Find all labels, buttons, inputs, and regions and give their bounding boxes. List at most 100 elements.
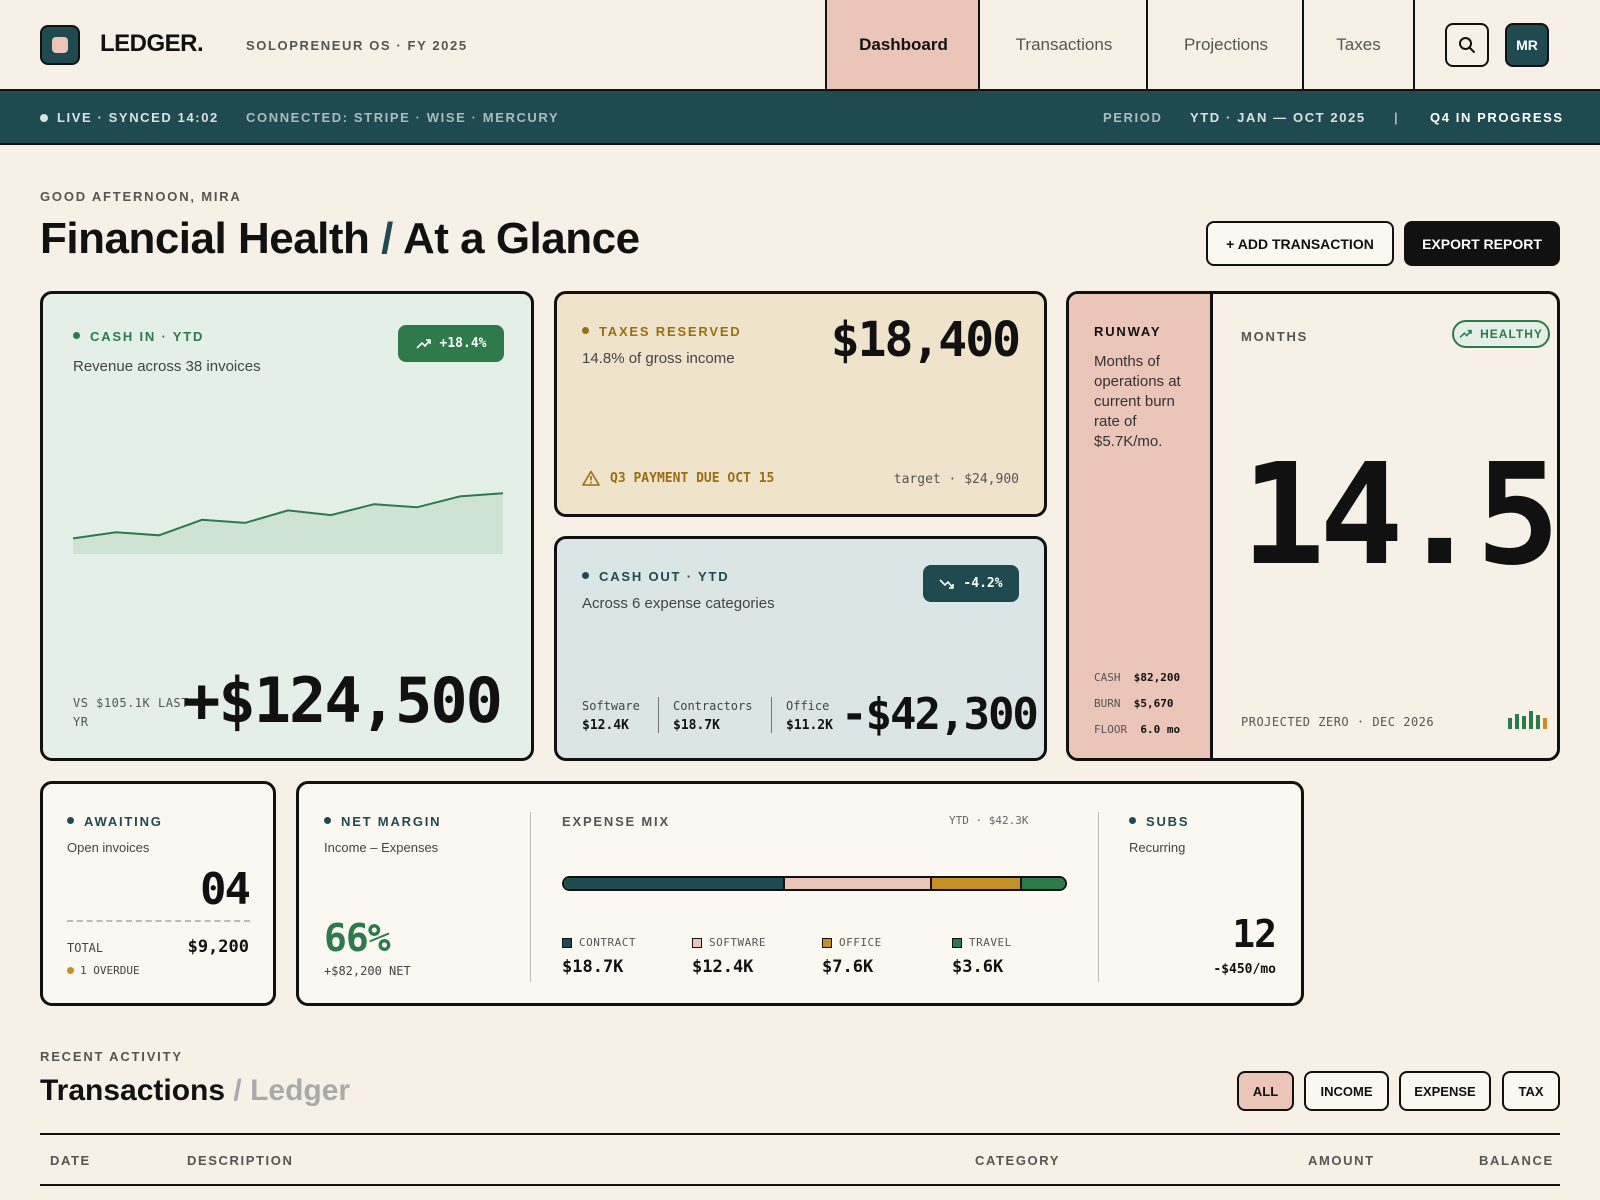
- cash-in-change-badge: +18.4%: [398, 325, 504, 362]
- activity-title-main: Transactions: [40, 1074, 226, 1107]
- period-label: PERIOD: [1103, 110, 1163, 125]
- cash-in-card: CASH IN · YTD Revenue across 38 invoices…: [40, 291, 534, 761]
- subs-count: 12: [1232, 912, 1277, 956]
- cash-out-category-contractors: Contractors $18.7K: [673, 699, 752, 733]
- cash-in-trend-line: [73, 492, 503, 540]
- net-margin-net: +$82,200 NET: [324, 964, 411, 978]
- legend-name: TRAVEL: [969, 936, 1012, 949]
- cash-out-label: CASH OUT · YTD: [582, 569, 729, 584]
- trend-up-icon: [415, 338, 431, 349]
- logo-icon: [40, 25, 80, 65]
- cash-out-change-badge: -4.2%: [923, 565, 1019, 602]
- quarter-status: Q4 IN PROGRESS: [1430, 110, 1564, 125]
- tab-transactions[interactable]: Transactions: [978, 0, 1148, 89]
- filter-tax[interactable]: TAX: [1502, 1071, 1560, 1111]
- column-header-description[interactable]: DESCRIPTION: [187, 1153, 294, 1168]
- cash-in-trend-area: [73, 493, 503, 554]
- tab-label: Taxes: [1336, 34, 1381, 54]
- awaiting-total-value: $9,200: [187, 937, 249, 957]
- runway-metric-cash: CASH $82,200: [1094, 671, 1181, 684]
- runway-card: RUNWAY Months of operations at current b…: [1066, 291, 1560, 761]
- table-top-rule: [40, 1133, 1560, 1135]
- net-margin-percent: 66%: [324, 916, 391, 960]
- runway-metric-burn: BURN $5,670: [1094, 697, 1174, 710]
- category-name: Office: [786, 699, 830, 713]
- runway-label: RUNWAY: [1094, 324, 1162, 339]
- legend-name: SOFTWARE: [709, 936, 766, 949]
- activity-title: Transactions / Ledger: [40, 1074, 350, 1108]
- brand-subtitle: SOLOPRENEUR OS · FY 2025: [246, 38, 468, 53]
- column-header-category[interactable]: CATEGORY: [975, 1153, 1061, 1168]
- cash-in-subtitle: Revenue across 38 invoices: [73, 358, 261, 375]
- recent-activity-label: RECENT ACTIVITY: [40, 1049, 183, 1064]
- runway-months-value: 14.5: [1241, 434, 1557, 597]
- tab-taxes[interactable]: Taxes: [1302, 0, 1415, 89]
- search-button[interactable]: [1445, 23, 1489, 67]
- column-header-balance[interactable]: BALANCE: [1479, 1153, 1554, 1168]
- table-header-rule: [40, 1184, 1560, 1186]
- cash-out-category-software: Software $12.4K: [582, 699, 640, 733]
- category-name: Contractors: [673, 699, 753, 713]
- avatar[interactable]: MR: [1505, 23, 1549, 67]
- filter-expense[interactable]: EXPENSE: [1399, 1071, 1491, 1111]
- column-header-amount[interactable]: AMOUNT: [1308, 1153, 1375, 1168]
- cash-out-amount: -$42,300: [841, 689, 1039, 740]
- taxes-due-text: Q3 PAYMENT DUE OCT 15: [610, 470, 775, 486]
- category-value: $12.4K: [582, 718, 629, 733]
- legend-value: $3.6K: [952, 957, 1004, 977]
- cash-out-subtitle: Across 6 expense categories: [582, 595, 775, 612]
- taxes-due-notice: Q3 PAYMENT DUE OCT 15: [582, 470, 774, 486]
- tab-label: Transactions: [1015, 34, 1113, 54]
- runway-months-label: MONTHS: [1241, 329, 1309, 344]
- runway-side-panel: RUNWAY Months of operations at current b…: [1069, 294, 1213, 758]
- legend-swatch-icon: [822, 937, 832, 948]
- expense-mix-segment-contract: [564, 878, 786, 889]
- legend-value: $12.4K: [692, 957, 754, 977]
- awaiting-count: 04: [200, 864, 251, 915]
- page-title: Financial Health / At a Glance: [40, 214, 640, 264]
- page-title-slash: /: [381, 214, 393, 263]
- taxes-subtitle: 14.8% of gross income: [582, 350, 735, 367]
- cash-out-category-office: Office $11.2K: [786, 699, 833, 733]
- category-value: $18.7K: [673, 718, 720, 733]
- cash-in-label: CASH IN · YTD: [73, 329, 204, 344]
- export-report-button[interactable]: EXPORT REPORT: [1404, 221, 1560, 266]
- expense-mix-legend: CONTRACT $18.7K SOFTWARE $12.4K OFFICE $7.6K T…: [562, 936, 1082, 986]
- expense-mix-legend-office: OFFICE $7.6K: [822, 936, 882, 977]
- awaiting-subtitle: Open invoices: [67, 840, 150, 855]
- sync-status: LIVE · SYNCED 14:02: [57, 110, 219, 125]
- taxes-amount: $18,400: [830, 312, 1021, 368]
- awaiting-total-label: TOTAL: [67, 941, 104, 955]
- legend-value: $18.7K: [562, 957, 624, 977]
- tab-label: Dashboard: [859, 34, 948, 54]
- expense-mix-segment-travel: [1022, 878, 1065, 889]
- tab-projections[interactable]: Projections: [1146, 0, 1304, 89]
- net-margin-subtitle: Income – Expenses: [324, 840, 439, 855]
- filter-income[interactable]: INCOME: [1304, 1071, 1389, 1111]
- runway-metrics: CASH $82,200 BURN $5,670 FLOOR 6.0 mo: [1094, 665, 1180, 743]
- filter-all[interactable]: ALL: [1237, 1071, 1294, 1111]
- greeting: GOOD AFTERNOON, MIRA: [40, 189, 242, 204]
- bar-chart-icon: [1508, 711, 1547, 729]
- warning-icon: [582, 470, 600, 486]
- tab-dashboard[interactable]: Dashboard: [825, 0, 980, 89]
- legend-name: OFFICE: [839, 936, 882, 949]
- expense-mix-bar: [562, 876, 1067, 891]
- margin-expense-card: NET MARGIN Income – Expenses 66% +$82,20…: [296, 781, 1304, 1006]
- runway-metric-floor: FLOOR 6.0 mo: [1094, 723, 1181, 736]
- legend-swatch-icon: [952, 937, 962, 948]
- add-transaction-button[interactable]: + ADD TRANSACTION: [1206, 221, 1394, 266]
- category-name: Software: [582, 699, 640, 713]
- awaiting-label: AWAITING: [67, 814, 163, 829]
- subs-label: SUBS: [1129, 814, 1189, 829]
- legend-swatch-icon: [692, 937, 702, 948]
- cash-in-trend-chart: [73, 492, 503, 554]
- period-value: YTD · JAN — OCT 2025: [1190, 110, 1366, 125]
- page-title-main: Financial Health: [40, 214, 370, 263]
- cash-in-comparison: VS $105.1K LAST YR: [73, 696, 189, 729]
- column-header-date[interactable]: DATE: [50, 1153, 91, 1168]
- expense-mix-segment-office: [932, 878, 1023, 889]
- top-navigation-bar: LEDGER. SOLOPRENEUR OS · FY 2025 Dashboa…: [0, 0, 1600, 91]
- runway-projected-zero: PROJECTED ZERO · DEC 2026: [1241, 715, 1435, 729]
- subs-change: -$450/mo: [1213, 962, 1276, 977]
